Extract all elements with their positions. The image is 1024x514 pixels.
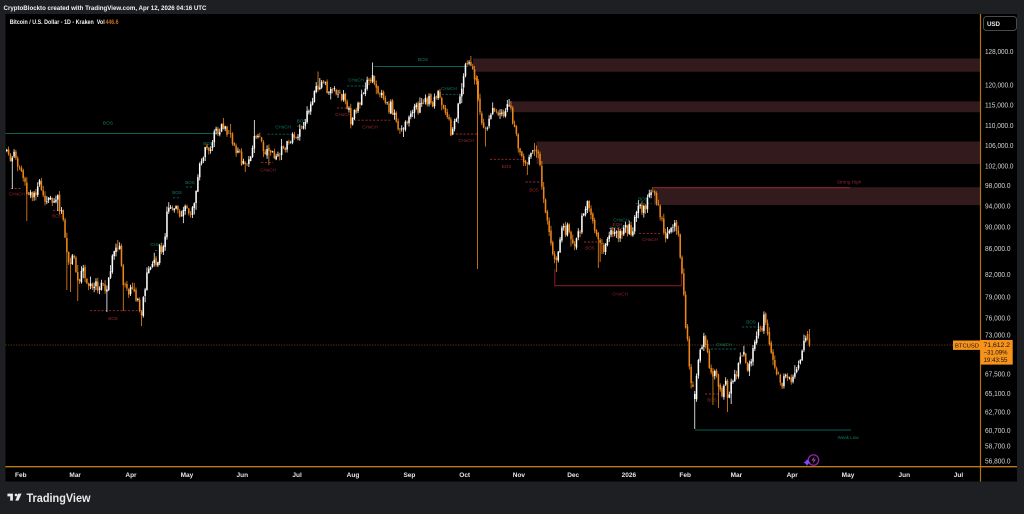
svg-text:BOS: BOS	[418, 57, 428, 63]
svg-text:BOS: BOS	[529, 187, 539, 192]
svg-text:62,700.0: 62,700.0	[985, 410, 1011, 417]
svg-text:BOS: BOS	[108, 316, 118, 321]
svg-text:Apr: Apr	[787, 472, 799, 479]
svg-text:Feb: Feb	[15, 472, 27, 479]
svg-text:102,000.0: 102,000.0	[985, 163, 1014, 170]
svg-text:Feb: Feb	[679, 472, 691, 479]
svg-text:Jul: Jul	[292, 472, 302, 479]
svg-text:CHoCH: CHoCH	[613, 218, 629, 223]
svg-text:BOS: BOS	[52, 214, 62, 219]
svg-text:90,000.0: 90,000.0	[985, 225, 1011, 232]
svg-text:−31.09%: −31.09%	[984, 350, 1008, 357]
svg-text:CHoCH: CHoCH	[441, 86, 457, 91]
svg-text:Strong High: Strong High	[837, 180, 862, 185]
svg-text:Aug: Aug	[347, 472, 360, 479]
svg-text:76,000.0: 76,000.0	[985, 316, 1011, 323]
svg-text:Weak Low: Weak Low	[838, 435, 860, 440]
svg-text:Sep: Sep	[403, 472, 415, 479]
svg-text:73,000.0: 73,000.0	[985, 333, 1011, 340]
svg-text:67,500.0: 67,500.0	[985, 371, 1011, 378]
svg-text:Jun: Jun	[237, 472, 249, 479]
svg-text:TradingView: TradingView	[27, 491, 91, 505]
svg-text:98,000.0: 98,000.0	[985, 183, 1011, 190]
svg-text:CHoCH: CHoCH	[150, 242, 166, 247]
svg-text:Oct: Oct	[459, 472, 471, 479]
svg-text:82,000.0: 82,000.0	[985, 272, 1011, 279]
svg-text:CHoCH: CHoCH	[260, 168, 276, 173]
svg-text:CHoCH: CHoCH	[716, 342, 732, 347]
svg-text:BOS: BOS	[297, 119, 307, 124]
svg-text:BTCUSD: BTCUSD	[955, 343, 979, 349]
svg-text:56,800.0: 56,800.0	[985, 459, 1011, 466]
svg-text:71,612.2: 71,612.2	[984, 342, 1011, 349]
svg-text:446.6: 446.6	[106, 19, 119, 26]
svg-text:86,000.0: 86,000.0	[985, 246, 1011, 253]
svg-text:CHoCH: CHoCH	[458, 138, 474, 143]
svg-text:Jun: Jun	[899, 472, 911, 479]
svg-text:Nov: Nov	[513, 472, 526, 479]
svg-text:BOS: BOS	[585, 246, 595, 251]
svg-text:CHoCH: CHoCH	[362, 125, 378, 130]
svg-text:BOS: BOS	[502, 164, 512, 169]
svg-text:CHoCH: CHoCH	[335, 112, 351, 117]
svg-text:CHoCH: CHoCH	[642, 237, 658, 242]
svg-text:BOS: BOS	[707, 398, 717, 403]
svg-text:BOS: BOS	[203, 141, 213, 146]
svg-text:115,000.0: 115,000.0	[985, 103, 1014, 110]
svg-text:Mar: Mar	[731, 472, 743, 479]
svg-text:CHoCH: CHoCH	[348, 78, 364, 83]
svg-text:60,700.0: 60,700.0	[985, 428, 1011, 435]
svg-text:CHoCH: CHoCH	[612, 292, 628, 297]
svg-text:94,000.0: 94,000.0	[985, 204, 1011, 211]
svg-text:Bitcoin / U.S. Dollar - 1D - K: Bitcoin / U.S. Dollar - 1D - Kraken Vol	[10, 19, 105, 26]
svg-text:CHoCH: CHoCH	[9, 192, 25, 197]
svg-text:USD: USD	[987, 21, 1001, 28]
svg-text:BOS: BOS	[638, 197, 648, 202]
svg-text:Jul: Jul	[954, 472, 964, 479]
svg-text:May: May	[842, 472, 855, 479]
svg-text:128,000.0: 128,000.0	[985, 49, 1014, 56]
svg-text:Dec: Dec	[567, 472, 579, 479]
svg-text:79,000.0: 79,000.0	[985, 295, 1011, 302]
svg-text:106,000.0: 106,000.0	[985, 143, 1014, 150]
svg-text:BOS: BOS	[172, 190, 182, 195]
svg-text:May: May	[181, 472, 194, 479]
svg-text:CHoCH: CHoCH	[275, 124, 291, 129]
svg-text:CryptoBlockto created with Tra: CryptoBlockto created with TradingView.c…	[4, 5, 207, 12]
svg-text:Apr: Apr	[125, 472, 137, 479]
svg-text:110,000.0: 110,000.0	[985, 123, 1014, 130]
svg-text:2026: 2026	[622, 472, 637, 479]
svg-text:BOS: BOS	[185, 180, 195, 185]
svg-text:EQH: EQH	[613, 222, 623, 227]
svg-text:19:43:55: 19:43:55	[984, 357, 1008, 364]
svg-text:120,000.0: 120,000.0	[985, 82, 1014, 89]
svg-text:BOS: BOS	[746, 320, 756, 325]
svg-text:58,700.0: 58,700.0	[985, 443, 1011, 450]
svg-text:Mar: Mar	[69, 472, 81, 479]
svg-text:BOS: BOS	[103, 121, 113, 127]
svg-text:65,100.0: 65,100.0	[985, 391, 1011, 398]
